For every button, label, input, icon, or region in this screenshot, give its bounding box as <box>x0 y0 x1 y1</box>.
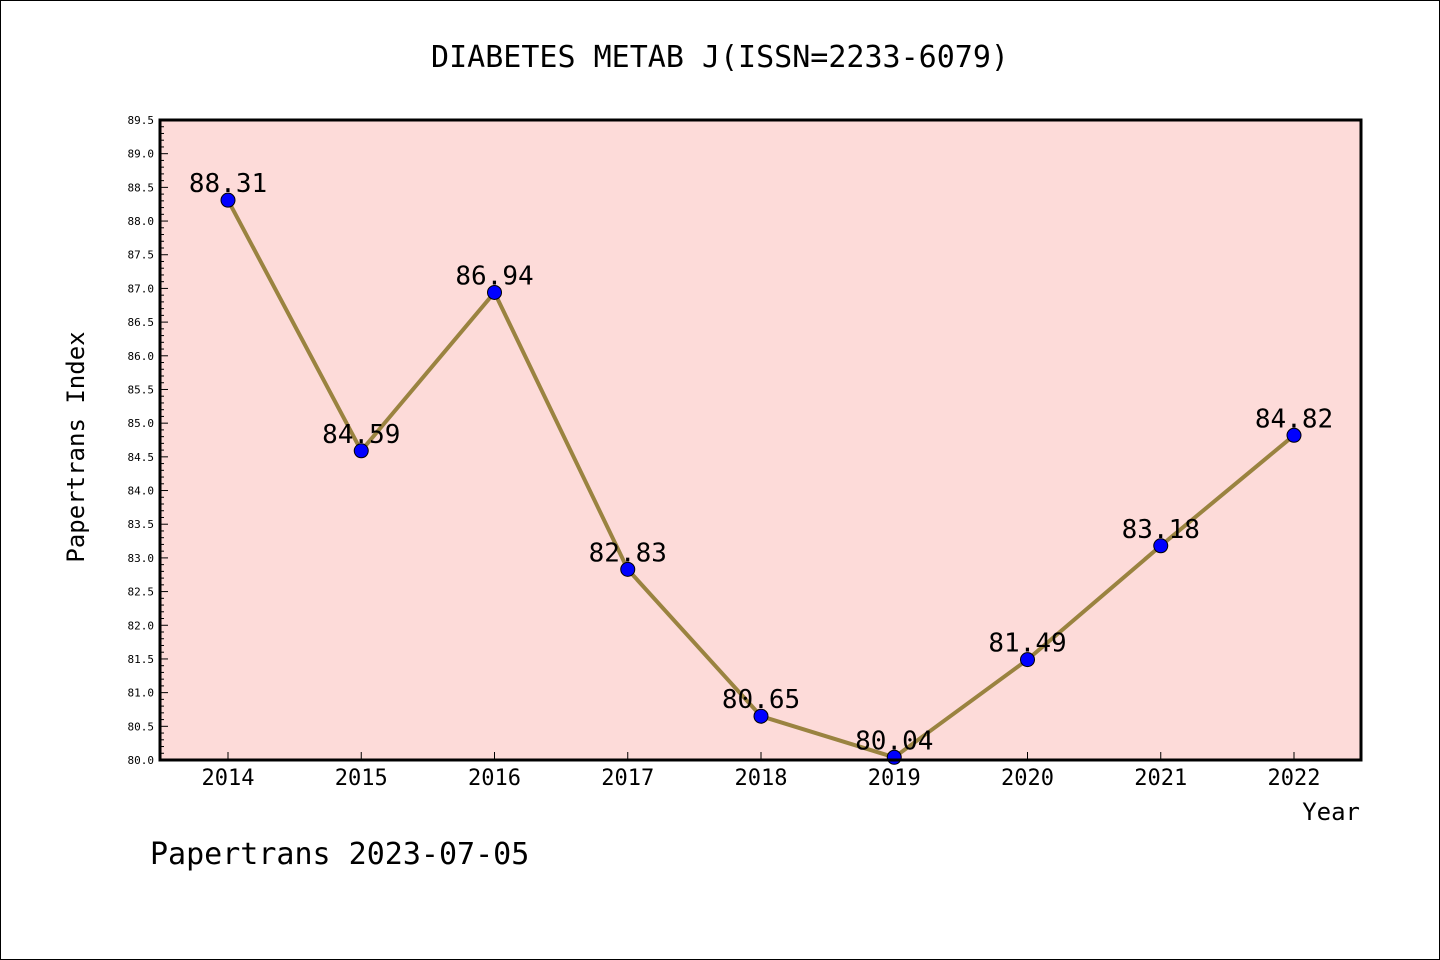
data-point <box>1153 538 1169 554</box>
y-tick-label: 84.0 <box>128 485 155 498</box>
y-tick-label: 82.5 <box>128 586 155 599</box>
y-tick-label: 80.5 <box>128 720 155 733</box>
y-tick-label: 81.0 <box>128 687 155 700</box>
y-tick-label: 87.5 <box>128 249 155 262</box>
y-tick-label: 80.0 <box>128 754 155 767</box>
chart-title: DIABETES METAB J(ISSN=2233-6079) <box>431 40 1009 75</box>
y-tick-label: 83.0 <box>128 552 155 565</box>
y-tick-label: 89.5 <box>128 114 155 127</box>
x-tick-label: 2019 <box>868 766 921 791</box>
y-tick-label: 83.5 <box>128 518 155 531</box>
x-axis-label: Year <box>1302 798 1360 826</box>
x-tick-label: 2014 <box>202 766 255 791</box>
data-point <box>353 443 369 459</box>
x-tick-label: 2022 <box>1268 766 1321 791</box>
y-tick-label: 88.0 <box>128 215 155 228</box>
data-label: 82.83 <box>589 538 667 568</box>
data-label: 80.04 <box>855 726 933 756</box>
y-tick-label: 88.5 <box>128 181 155 194</box>
data-point <box>1020 652 1035 668</box>
x-tick-label: 2018 <box>735 766 788 791</box>
y-tick-label: 86.0 <box>128 350 155 363</box>
y-tick-label: 85.5 <box>128 383 155 396</box>
y-tick-label: 89.0 <box>128 148 155 161</box>
x-tick-label: 2017 <box>601 766 654 791</box>
data-label: 80.65 <box>722 685 800 715</box>
x-tick-label: 2021 <box>1134 766 1187 791</box>
data-point <box>620 561 636 577</box>
x-tick-label: 2016 <box>468 766 521 791</box>
data-point <box>1286 427 1302 443</box>
y-tick-label: 87.0 <box>128 282 155 295</box>
y-tick-label: 86.5 <box>128 316 155 329</box>
x-tick-label: 2020 <box>1001 766 1054 791</box>
data-label: 81.49 <box>988 629 1066 659</box>
y-axis-label: Papertrans Index <box>62 331 90 562</box>
x-tick-label: 2015 <box>335 766 388 791</box>
plot-border <box>158 118 1363 762</box>
y-tick-label: 84.5 <box>128 451 155 464</box>
data-label: 83.18 <box>1122 515 1200 545</box>
y-tick-label: 85.0 <box>128 417 155 430</box>
plot-area <box>160 120 1361 760</box>
data-label: 84.82 <box>1255 404 1333 434</box>
data-point <box>753 708 769 724</box>
y-axis: 80.0 80.5 81.0 81.5 82.0 82.5 83.0 83.5 84.0 84.5… <box>128 114 168 767</box>
data-point <box>220 192 236 208</box>
data-label: 88.31 <box>189 169 267 199</box>
x-axis: 2014 2015 2016 2017 2018 2019 2020 2021 2022 <box>202 752 1321 791</box>
data-labels: 88.31 84.59 86.94 82.83 80.65 80.04 81.49 83.18… <box>189 169 1333 756</box>
data-label: 86.94 <box>455 261 533 291</box>
data-point <box>487 284 502 300</box>
y-tick-label: 81.5 <box>128 653 155 666</box>
data-label: 84.59 <box>322 420 400 450</box>
y-tick-label: 82.0 <box>128 619 155 632</box>
footer-text: Papertrans 2023-07-05 <box>150 837 529 872</box>
